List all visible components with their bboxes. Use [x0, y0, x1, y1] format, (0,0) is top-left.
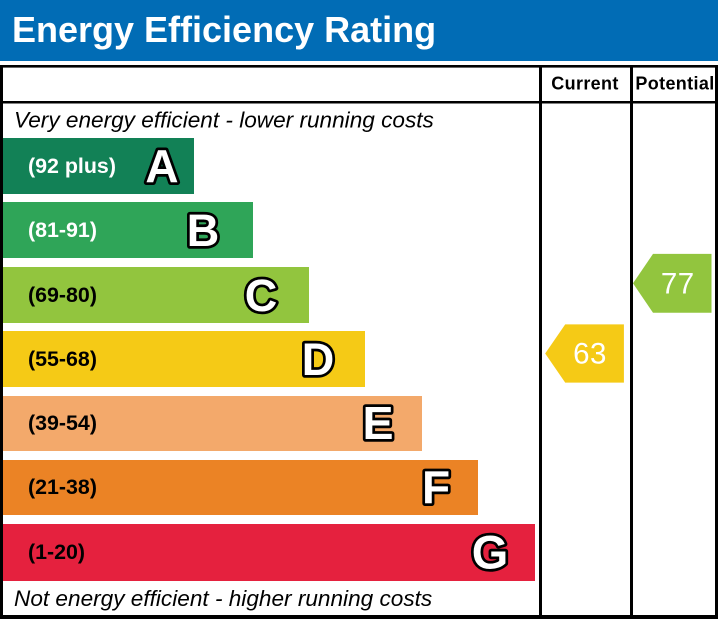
svg-text:Potential: Potential: [635, 74, 714, 94]
svg-text:Very energy efficient - lower: Very energy efficient - lower running co…: [14, 108, 434, 133]
svg-text:(81-91): (81-91): [28, 218, 97, 242]
svg-text:(69-80): (69-80): [28, 283, 97, 307]
svg-text:E: E: [362, 397, 393, 449]
svg-text:(55-68): (55-68): [28, 347, 97, 371]
svg-text:C: C: [245, 270, 278, 321]
svg-text:Current: Current: [551, 74, 618, 94]
svg-text:(39-54): (39-54): [28, 411, 97, 435]
svg-text:Energy Efficiency Rating: Energy Efficiency Rating: [12, 9, 436, 50]
svg-text:(1-20): (1-20): [28, 540, 85, 564]
svg-text:63: 63: [573, 338, 607, 371]
svg-text:F: F: [422, 461, 450, 513]
svg-text:77: 77: [661, 268, 695, 301]
svg-text:(92 plus): (92 plus): [28, 154, 116, 178]
svg-text:Not energy efficient - higher: Not energy efficient - higher running co…: [14, 586, 432, 611]
svg-text:G: G: [472, 526, 509, 579]
svg-text:B: B: [187, 205, 220, 256]
svg-text:D: D: [302, 334, 335, 385]
svg-text:(21-38): (21-38): [28, 475, 97, 499]
svg-text:A: A: [145, 140, 178, 192]
